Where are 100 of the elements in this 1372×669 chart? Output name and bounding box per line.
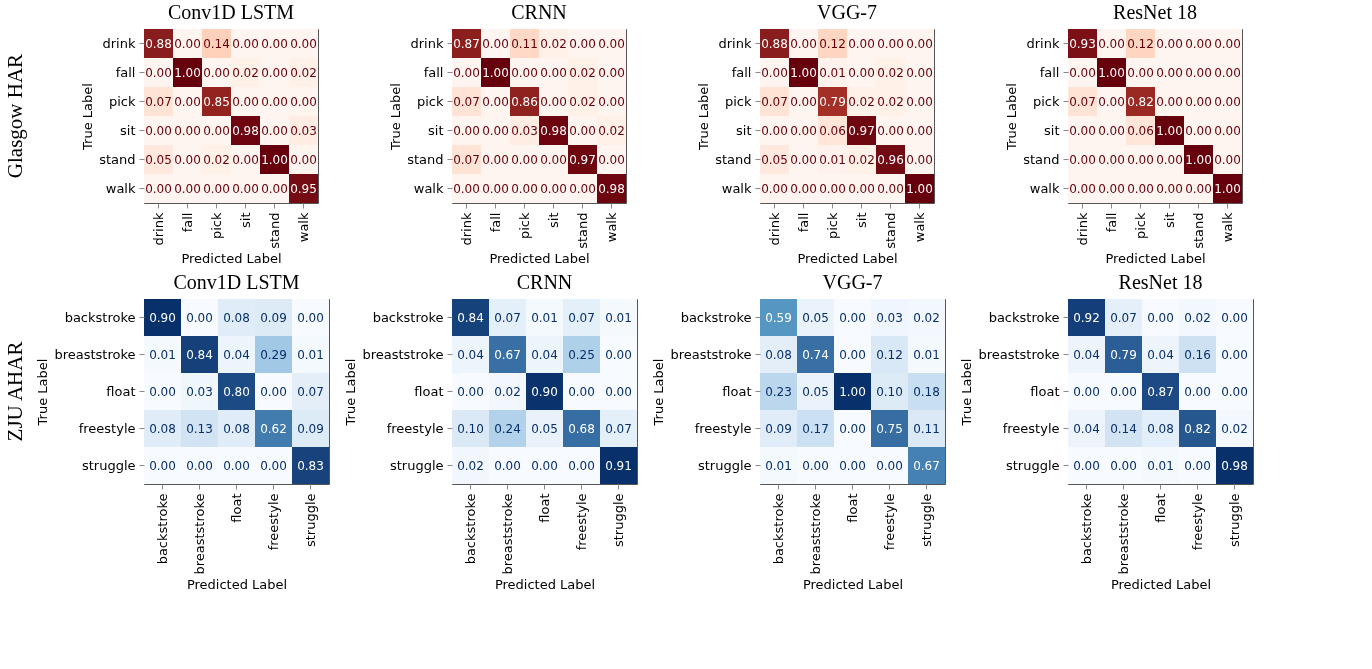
data-label: 0.00 — [1073, 384, 1100, 399]
data-label: 0.00 — [511, 181, 538, 196]
data-label: 0.00 — [186, 458, 213, 473]
data-label: 0.00 — [848, 36, 875, 51]
data-label: 0.12 — [876, 347, 903, 362]
data-label: 0.04 — [1073, 347, 1100, 362]
data-label: 0.00 — [482, 36, 509, 51]
data-label: 0.07 — [1069, 94, 1096, 109]
data-label: 0.00 — [1069, 152, 1096, 167]
x-tick-label: pick — [1132, 212, 1148, 240]
chart-title: Conv1D LSTM — [173, 271, 300, 293]
data-label: 0.00 — [1221, 310, 1248, 325]
data-label: 0.86 — [511, 94, 538, 109]
data-label: 0.00 — [568, 384, 595, 399]
data-label: 1.00 — [1185, 152, 1212, 167]
data-label: 0.00 — [261, 181, 288, 196]
data-label: 0.02 — [598, 123, 625, 138]
data-label: 0.00 — [261, 123, 288, 138]
data-label: 0.97 — [848, 123, 875, 138]
data-label: 0.24 — [494, 421, 521, 436]
y-axis-title: True Label — [651, 358, 667, 427]
text: Glasgow HAR — [3, 53, 27, 179]
data-label: 0.67 — [913, 458, 940, 473]
x-tick-label: struggle — [302, 493, 318, 548]
data-label: 0.59 — [765, 310, 792, 325]
data-label: 0.00 — [174, 181, 201, 196]
data-label: 0.07 — [1110, 310, 1137, 325]
chart-title: CRNN — [511, 1, 567, 23]
data-label: 0.25 — [568, 347, 595, 362]
data-label: 0.00 — [511, 65, 538, 80]
data-label: 1.00 — [174, 65, 201, 80]
x-tick-label: walk — [1219, 212, 1235, 243]
data-label: 1.00 — [1214, 181, 1241, 196]
data-label: 0.02 — [1221, 421, 1248, 436]
data-label: 0.04 — [457, 347, 484, 362]
y-tick-label: freestyle — [1002, 420, 1060, 436]
data-label: 0.00 — [1073, 458, 1100, 473]
data-label: 0.05 — [761, 152, 788, 167]
chart-title: CRNN — [516, 271, 573, 293]
chart-title: VGG-7 — [822, 271, 883, 293]
data-label: 0.00 — [145, 181, 172, 196]
data-label: 0.79 — [1110, 347, 1137, 362]
data-label: 0.01 — [819, 65, 846, 80]
data-label: 0.00 — [1214, 152, 1241, 167]
x-tick-label: drink — [458, 212, 474, 246]
y-tick-label: backstroke — [64, 309, 136, 325]
data-label: 0.00 — [1098, 181, 1125, 196]
data-label: 0.88 — [145, 36, 172, 51]
data-label: 0.00 — [1110, 458, 1137, 473]
x-axis-title: Predicted Label — [1105, 250, 1206, 266]
data-label: 0.00 — [1098, 123, 1125, 138]
data-label: 0.00 — [482, 123, 509, 138]
data-label: 0.00 — [1098, 36, 1125, 51]
y-tick-label: stand — [715, 151, 752, 167]
data-label: 0.17 — [802, 421, 829, 436]
data-label: 0.00 — [232, 181, 259, 196]
data-label: 0.02 — [848, 94, 875, 109]
data-label: 0.00 — [174, 152, 201, 167]
data-label: 0.85 — [203, 94, 230, 109]
data-label: 0.83 — [297, 458, 324, 473]
x-tick-label: fall — [487, 212, 503, 233]
x-tick-label: drink — [766, 212, 782, 246]
data-label: 0.02 — [877, 94, 904, 109]
x-tick-label: stand — [266, 212, 282, 249]
y-tick-label: breaststroke — [670, 346, 752, 362]
data-label: 0.00 — [186, 310, 213, 325]
x-axis-title: Predicted Label — [181, 250, 282, 266]
y-tick-label: float — [722, 383, 752, 399]
data-label: 1.00 — [1098, 65, 1125, 80]
data-label: 0.00 — [790, 94, 817, 109]
data-label: 0.01 — [765, 458, 792, 473]
y-tick-label: fall — [115, 64, 136, 80]
data-label: 0.00 — [790, 36, 817, 51]
data-label: 0.00 — [290, 94, 317, 109]
y-tick-label: backstroke — [988, 309, 1060, 325]
y-tick-label: sit — [1044, 122, 1060, 138]
y-tick-label: breaststroke — [978, 346, 1060, 362]
data-label: 0.00 — [819, 181, 846, 196]
data-label: 0.05 — [531, 421, 558, 436]
x-axis-title: Predicted Label — [802, 576, 904, 592]
data-label: 0.00 — [232, 152, 259, 167]
x-tick-label: float — [536, 493, 552, 523]
data-label: 0.74 — [802, 347, 829, 362]
data-label: 0.12 — [819, 36, 846, 51]
data-label: 0.00 — [494, 458, 521, 473]
data-label: 0.00 — [761, 181, 788, 196]
x-tick-label: freestyle — [265, 493, 281, 551]
data-label: 0.01 — [605, 310, 632, 325]
y-tick-label: freestyle — [386, 420, 444, 436]
y-tick-label: stand — [1023, 151, 1060, 167]
data-label: 0.09 — [297, 421, 324, 436]
data-label: 0.97 — [569, 152, 596, 167]
data-label: 1.00 — [839, 384, 866, 399]
data-label: 0.08 — [1147, 421, 1174, 436]
data-label: 0.00 — [876, 458, 903, 473]
data-label: 0.00 — [1127, 181, 1154, 196]
data-label: 0.00 — [1156, 36, 1183, 51]
data-label: 0.00 — [906, 36, 933, 51]
y-tick-label: breaststroke — [54, 346, 136, 362]
y-tick-label: float — [414, 383, 444, 399]
